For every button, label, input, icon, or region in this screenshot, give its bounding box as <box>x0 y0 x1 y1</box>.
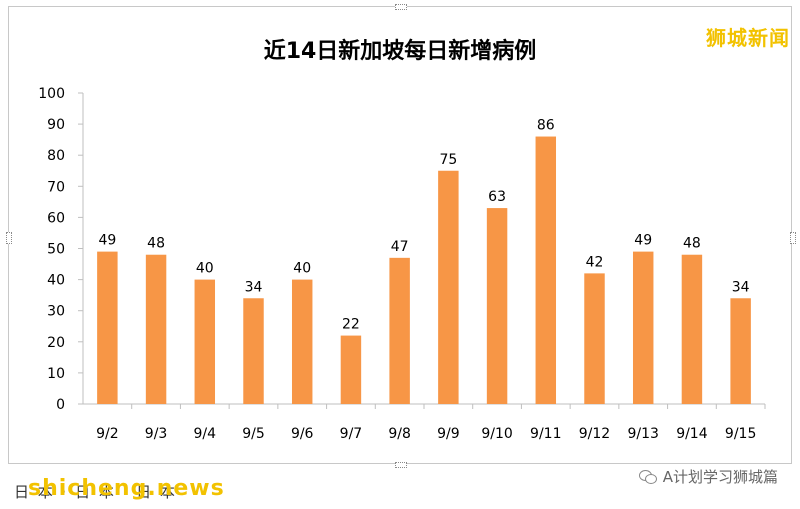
footer-account-name: A计划学习狮城篇 <box>662 468 778 486</box>
bar <box>584 273 605 404</box>
bar <box>535 136 557 405</box>
bar-value-label: 22 <box>342 317 360 333</box>
bar-value-label: 49 <box>634 233 652 249</box>
y-tick-label: 0 <box>56 397 65 413</box>
bar <box>730 298 751 404</box>
bar <box>97 251 118 404</box>
y-tick-label: 90 <box>47 117 65 133</box>
bar-value-label: 86 <box>537 118 555 134</box>
bar-value-label: 34 <box>245 279 263 295</box>
x-tick-label: 9/6 <box>291 426 314 442</box>
y-tick-label: 40 <box>47 273 65 289</box>
x-tick-label: 9/13 <box>627 426 658 442</box>
bar-value-label: 47 <box>391 239 409 255</box>
x-tick-label: 9/5 <box>242 426 265 442</box>
bar-value-label: 49 <box>98 233 116 249</box>
chart-y-tick-labels: 0 10 20 30 40 50 60 70 80 90 100 <box>38 86 83 413</box>
x-tick-label: 9/15 <box>725 426 756 442</box>
resize-handle-left[interactable] <box>6 232 12 244</box>
y-tick-label: 50 <box>47 242 65 258</box>
bar <box>486 208 508 404</box>
resize-handle-top[interactable] <box>395 4 407 10</box>
x-tick-label: 9/12 <box>579 426 610 442</box>
y-tick-label: 80 <box>47 148 65 164</box>
x-tick-label: 9/10 <box>481 426 512 442</box>
x-tick-label: 9/8 <box>388 426 411 442</box>
watermark-top: 狮城新闻 <box>706 26 790 50</box>
y-tick-label: 30 <box>47 304 65 320</box>
resize-handle-right[interactable] <box>790 232 796 244</box>
bar-value-label: 63 <box>488 189 506 205</box>
bar-value-label: 40 <box>293 261 311 277</box>
x-tick-label: 9/11 <box>530 426 561 442</box>
chart-axes <box>82 93 765 405</box>
bar <box>632 251 654 404</box>
y-tick-label: 70 <box>47 179 65 195</box>
y-tick-label: 10 <box>47 366 65 382</box>
y-tick-label: 60 <box>47 210 65 226</box>
bar <box>291 279 313 404</box>
y-tick-label: 100 <box>38 86 65 102</box>
bar <box>194 279 216 404</box>
bar <box>145 254 167 404</box>
bar-value-label: 34 <box>732 279 750 295</box>
bar <box>340 335 362 404</box>
bar <box>243 298 264 404</box>
bar-value-label: 48 <box>147 236 165 252</box>
bar-value-label: 75 <box>439 152 457 168</box>
x-tick-label: 9/7 <box>340 426 363 442</box>
chart-x-tick-labels: 9/2 9/3 9/4 9/5 9/6 9/7 9/8 9/9 9/10 9/11 9/12 9/13… <box>96 404 766 442</box>
x-tick-label: 9/14 <box>676 426 708 442</box>
bar <box>438 170 459 404</box>
x-tick-label: 9/9 <box>437 426 460 442</box>
y-tick-label: 20 <box>47 335 65 351</box>
footer-logo: shicheng.news <box>28 476 225 501</box>
x-tick-label: 9/3 <box>145 426 168 442</box>
chart-data-labels: 49 48 40 34 40 22 47 75 63 86 42 49 48 34 <box>98 118 749 333</box>
x-tick-label: 9/4 <box>194 426 217 442</box>
wechat-icon <box>638 469 657 484</box>
x-tick-label: 9/2 <box>96 426 119 442</box>
bar <box>389 257 410 404</box>
bar-value-label: 40 <box>196 261 214 277</box>
resize-handle-bottom[interactable] <box>395 462 407 468</box>
bar <box>681 254 703 404</box>
chart-title: 近14日新加坡每日新增病例 <box>264 38 537 64</box>
chart-bars <box>97 136 751 405</box>
bar-value-label: 48 <box>683 236 701 252</box>
bar-value-label: 42 <box>586 254 604 270</box>
footer-left-text: 日 本 · 日 本 · 日 本 <box>14 483 177 501</box>
footer-account: A计划学习狮城篇 <box>638 466 778 487</box>
